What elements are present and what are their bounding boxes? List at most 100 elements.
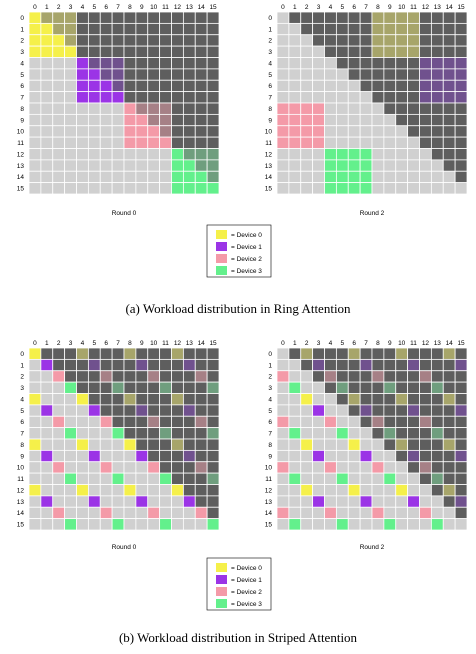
grid-cell [312, 495, 325, 508]
row-tick-label: 0 [268, 351, 272, 358]
grid-cell [371, 347, 385, 360]
grid-cell [171, 415, 184, 429]
grid-cell [442, 347, 456, 360]
grid-cell [371, 506, 385, 520]
grid-cell [123, 57, 137, 70]
grid-cell [407, 472, 420, 485]
grid-cell [147, 182, 161, 195]
grid-cell [300, 182, 314, 195]
column-tick-label: 14 [446, 4, 454, 11]
grid-cell [371, 404, 385, 417]
grid-cell [52, 159, 66, 172]
grid-cell [359, 370, 373, 383]
grid-cell [359, 22, 373, 36]
grid-cell [87, 148, 101, 161]
grid-cell [111, 370, 125, 383]
grid-cell [182, 506, 196, 520]
grid-cell [324, 495, 337, 508]
grid-cell [99, 393, 113, 406]
grid-cell [40, 22, 54, 36]
grid-cell [159, 472, 172, 485]
grid-cell [442, 136, 456, 149]
row-tick-label: 12 [265, 487, 273, 494]
grid-cell [206, 11, 220, 24]
grid-cell [276, 57, 290, 70]
grid-cell [159, 182, 172, 195]
grid-cell [40, 381, 54, 394]
grid-cell [288, 68, 302, 81]
grid-cell [159, 506, 172, 520]
grid-cell [324, 461, 337, 474]
grid-cell [87, 358, 101, 372]
column-tick-label: 8 [128, 4, 132, 11]
grid-cell [347, 484, 361, 497]
grid-cell [335, 57, 349, 70]
grid-cell [52, 358, 66, 372]
row-tick-label: 1 [20, 26, 24, 33]
grid-cell [324, 449, 337, 463]
grid-panel-ring-round-2: 0 1 2 3 4 5 6 7 8 9 10 11 12 13 14 15012345678910111213… [265, 4, 468, 217]
grid-cell [135, 113, 149, 127]
grid-cell [454, 22, 468, 36]
grid-cell [194, 518, 208, 531]
grid-cell [159, 113, 172, 127]
grid-cell [87, 182, 101, 195]
grid-cell [135, 57, 149, 70]
grid-cell [171, 57, 184, 70]
grid-cell [147, 381, 161, 394]
column-tick-label: 3 [317, 4, 321, 11]
column-tick-label: 8 [376, 4, 380, 11]
grid-cell [371, 57, 385, 70]
grid-cell [324, 34, 337, 47]
grid-cell [347, 449, 361, 463]
grid-cell [99, 358, 113, 372]
grid-cell [52, 415, 66, 429]
legend-swatch-device-2 [216, 254, 227, 263]
grid-cell [52, 438, 66, 451]
grid-cell [383, 68, 397, 81]
grid-cell [182, 358, 196, 372]
grid-cell [347, 45, 361, 58]
grid-cell [28, 427, 42, 440]
grid-cell [159, 159, 172, 172]
grid-cell [194, 159, 208, 172]
grid-cell [171, 393, 184, 406]
column-tick-label: 4 [329, 340, 333, 347]
row-tick-label: 6 [268, 83, 272, 90]
grid-cell [159, 495, 172, 508]
grid-cell [407, 370, 420, 383]
grid-cell [28, 159, 42, 172]
grid-cell [371, 518, 385, 531]
grid-cell [454, 393, 468, 406]
grid-cell [147, 404, 161, 417]
grid-cell [300, 22, 314, 36]
grid-cell [171, 461, 184, 474]
grid-cell [206, 102, 220, 115]
grid-cell [99, 34, 113, 47]
grid-cell [324, 472, 337, 485]
grid-cell [371, 182, 385, 195]
grid-cell [147, 136, 161, 149]
grid-cell [383, 495, 397, 508]
grid-cell [419, 370, 432, 383]
grid-cell [28, 148, 42, 161]
grid-cell [171, 102, 184, 115]
column-tick-label: 14 [446, 340, 454, 347]
grid-cell [111, 148, 125, 161]
grid-cell [371, 358, 385, 372]
column-tick-label: 5 [340, 4, 344, 11]
grid-cell [99, 506, 113, 520]
row-tick-label: 5 [268, 72, 272, 79]
grid-cell [99, 113, 113, 127]
grid-cell [40, 79, 54, 93]
grid-cell [276, 484, 290, 497]
grid-cell [383, 404, 397, 417]
grid-cell [87, 11, 101, 24]
grid-cell [395, 57, 409, 70]
grid-cell [171, 449, 184, 463]
grid-cell [407, 495, 420, 508]
grid-cell [28, 393, 42, 406]
grid-cell [300, 461, 314, 474]
grid-cell [147, 472, 161, 485]
grid-cell [300, 79, 314, 93]
